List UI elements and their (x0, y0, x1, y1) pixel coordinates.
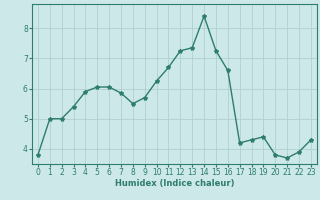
X-axis label: Humidex (Indice chaleur): Humidex (Indice chaleur) (115, 179, 234, 188)
